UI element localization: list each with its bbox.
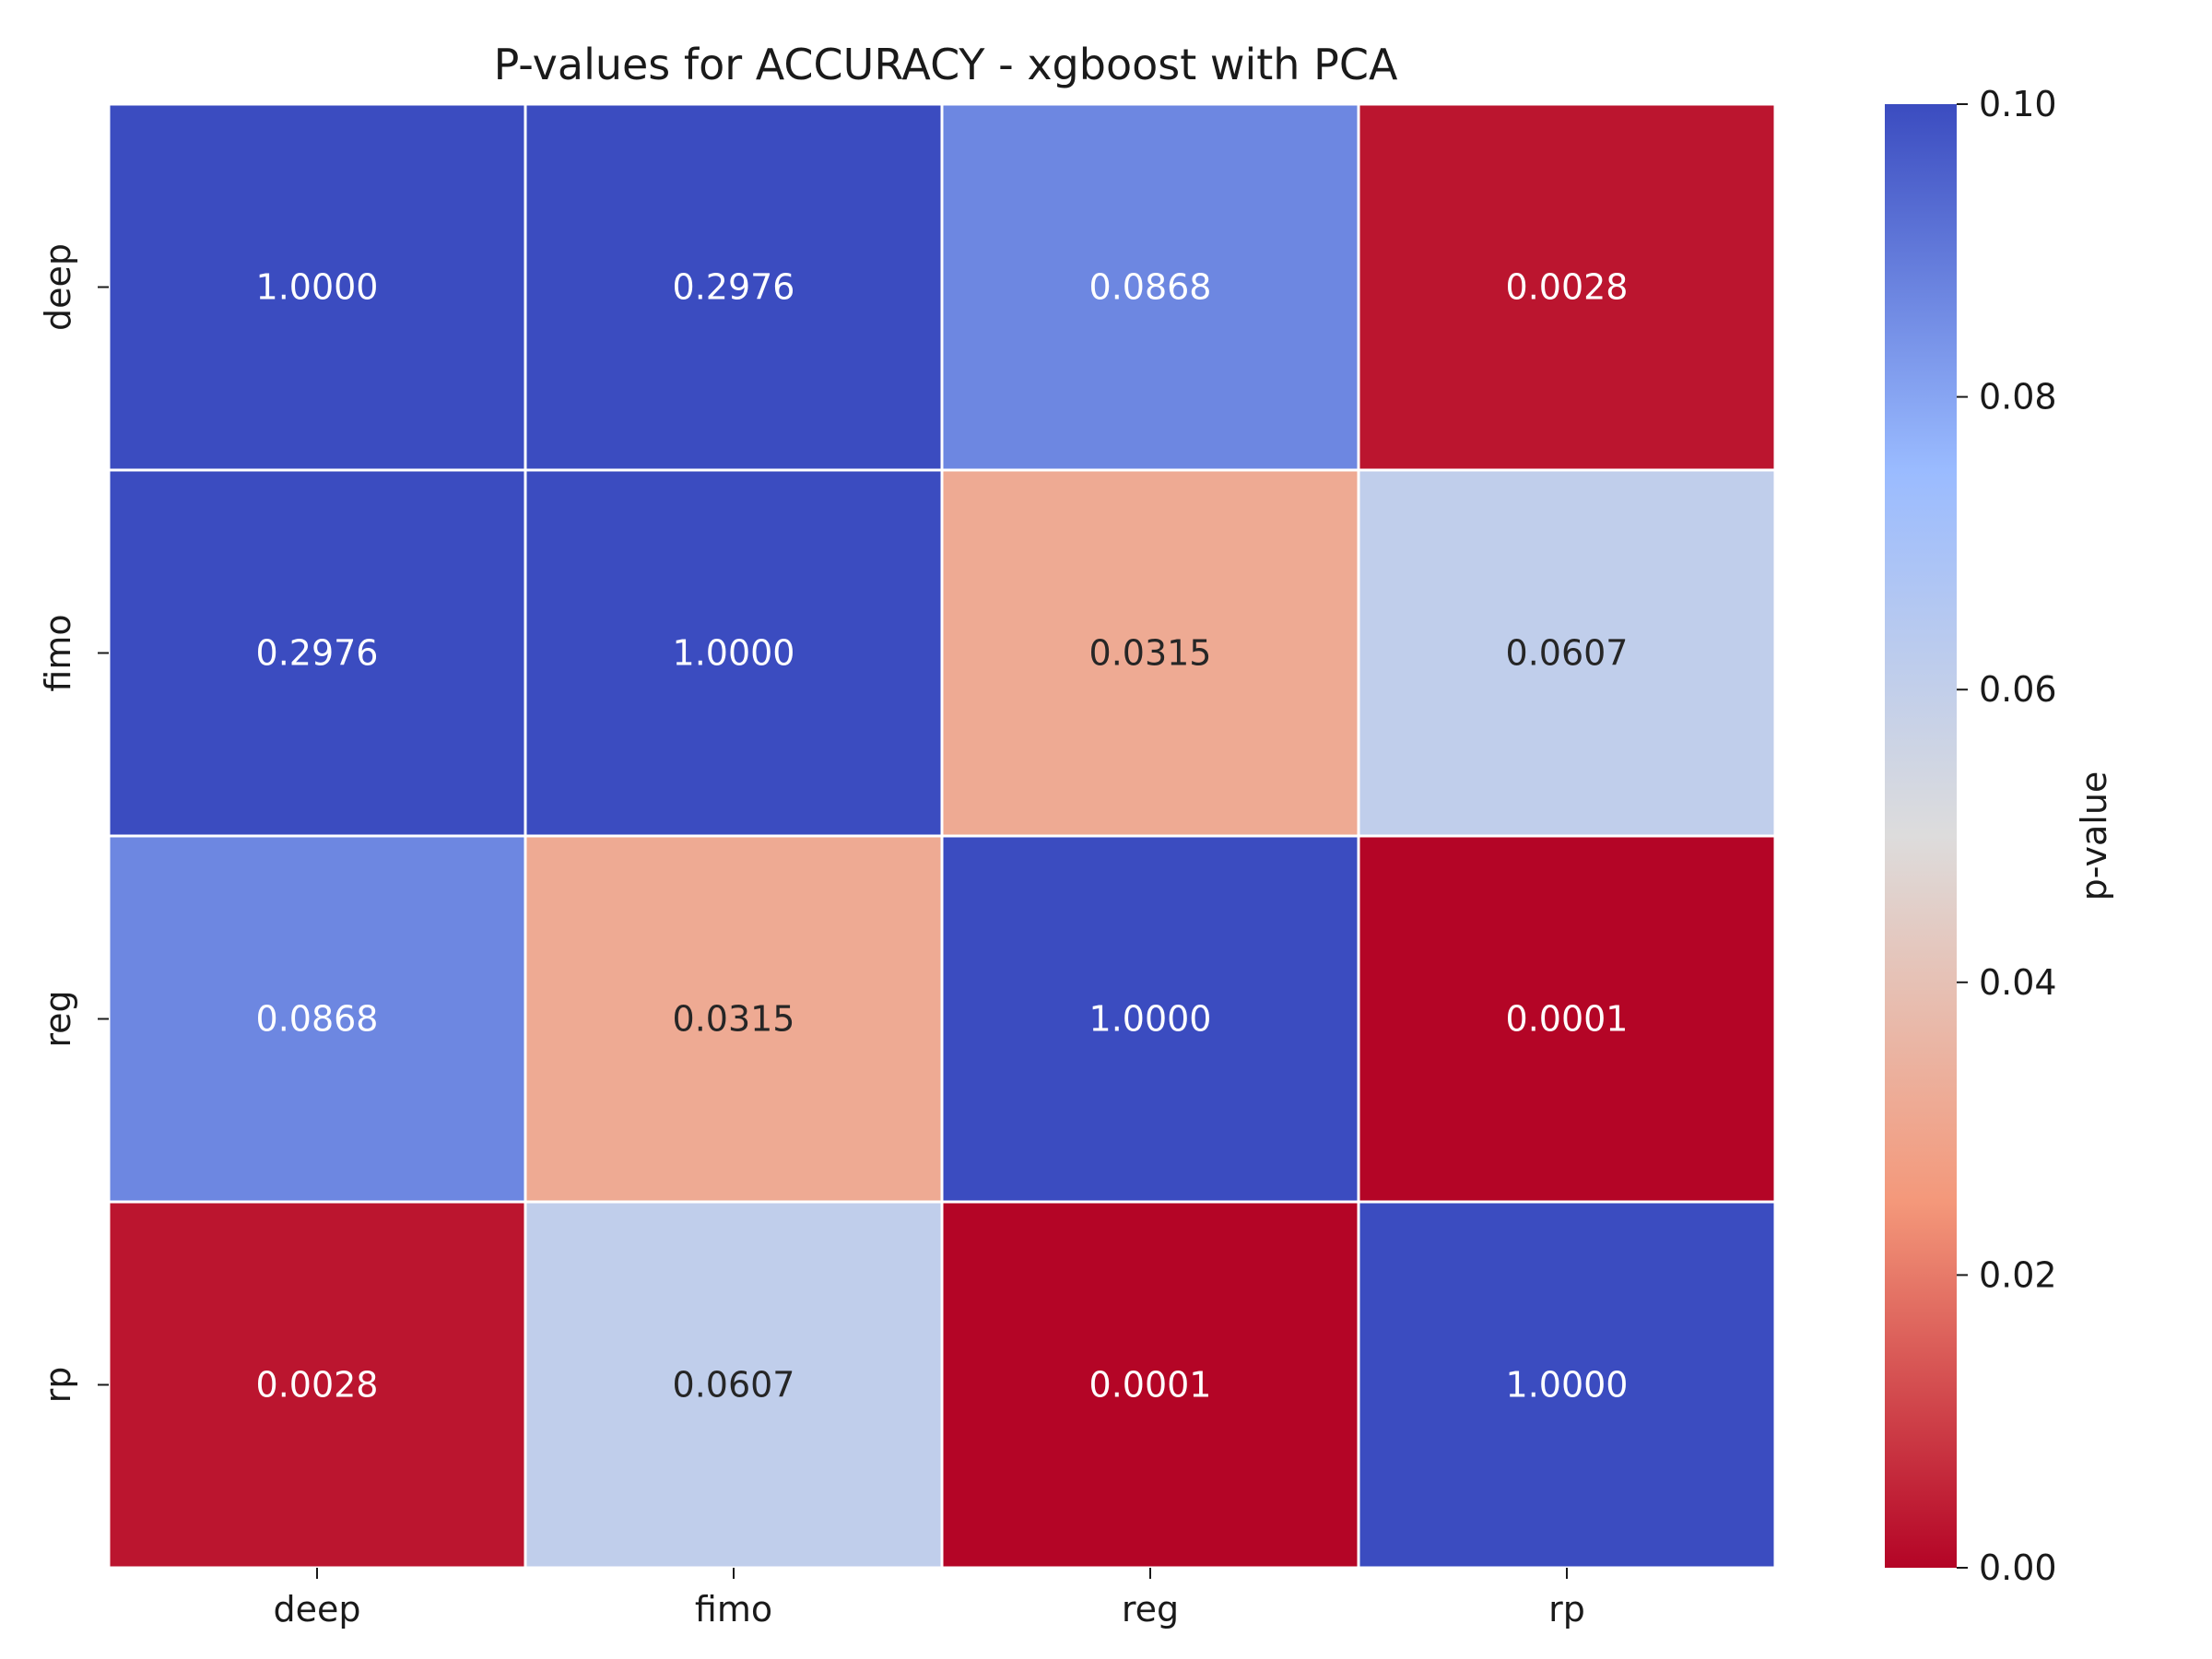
cell-value-label: 1.0000: [673, 633, 795, 674]
cell-value-label: 0.2976: [673, 267, 795, 308]
cell-value-label: 1.0000: [256, 267, 379, 308]
colorbar-tick-label: 0.00: [1979, 1547, 2057, 1588]
heatmap-cell: [524, 1200, 944, 1570]
heatmap-cell: [107, 468, 527, 838]
cell-value-label: 1.0000: [1506, 1365, 1629, 1406]
heatmap-cell: [107, 102, 527, 472]
colorbar-ticks: 0.00 0.02 0.04 0.06 0.08 0.10: [1957, 84, 2057, 1588]
colorbar-gradient: [1885, 104, 1957, 1568]
colorbar: 0.00 0.02 0.04 0.06 0.08 0.10 p-value: [1885, 84, 2114, 1588]
x-tick-label: fimo: [695, 1589, 772, 1630]
colorbar-tick-label: 0.08: [1979, 377, 2057, 418]
cell-value-label: 0.0315: [673, 999, 795, 1040]
heatmap-cell: [524, 102, 944, 472]
cell-value-label: 0.0028: [1506, 267, 1629, 308]
y-axis: deep fimo reg rp: [38, 243, 109, 1403]
cell-value-label: 0.0001: [1089, 1365, 1212, 1406]
heatmap-cell: [1357, 834, 1777, 1204]
cell-value-label: 0.0028: [256, 1365, 379, 1406]
cell-value-label: 0.0607: [1506, 633, 1629, 674]
y-tick-label: rp: [38, 1367, 78, 1404]
cell-value-label: 0.0315: [1089, 633, 1212, 674]
heatmap-cells: 1.0000 0.2976 0.0868 0.0028 0.2976 1.0000 0.03…: [107, 102, 1777, 1570]
x-tick-label: deep: [274, 1589, 361, 1630]
x-tick-label: rp: [1548, 1589, 1585, 1630]
cell-value-label: 0.2976: [256, 633, 379, 674]
y-tick-label: fimo: [38, 614, 78, 691]
y-tick-label: deep: [38, 243, 78, 331]
cell-value-label: 1.0000: [1089, 999, 1212, 1040]
colorbar-label: p-value: [2074, 771, 2114, 901]
heatmap-cell: [107, 1200, 527, 1570]
heatmap-cell: [940, 1200, 1360, 1570]
heatmap-cell: [1357, 102, 1777, 472]
cell-value-label: 0.0001: [1506, 999, 1629, 1040]
heatmap-cell: [524, 834, 944, 1204]
chart-title: P-values for ACCURACY - xgboost with PCA: [494, 40, 1398, 89]
heatmap-cell: [524, 468, 944, 838]
heatmap-cell: [1357, 1200, 1777, 1570]
y-tick-label: reg: [38, 990, 78, 1047]
cell-value-label: 0.0868: [256, 999, 379, 1040]
x-axis: deep fimo reg rp: [274, 1568, 1585, 1630]
x-tick-label: reg: [1122, 1589, 1179, 1630]
heatmap-cell: [1357, 468, 1777, 838]
colorbar-tick-label: 0.02: [1979, 1254, 2057, 1295]
cell-value-label: 0.0607: [673, 1365, 795, 1406]
heatmap-cell: [940, 102, 1360, 472]
colorbar-tick-label: 0.06: [1979, 669, 2057, 710]
colorbar-tick-label: 0.04: [1979, 962, 2057, 1003]
cell-value-label: 0.0868: [1089, 267, 1212, 308]
colorbar-tick-label: 0.10: [1979, 84, 2057, 124]
